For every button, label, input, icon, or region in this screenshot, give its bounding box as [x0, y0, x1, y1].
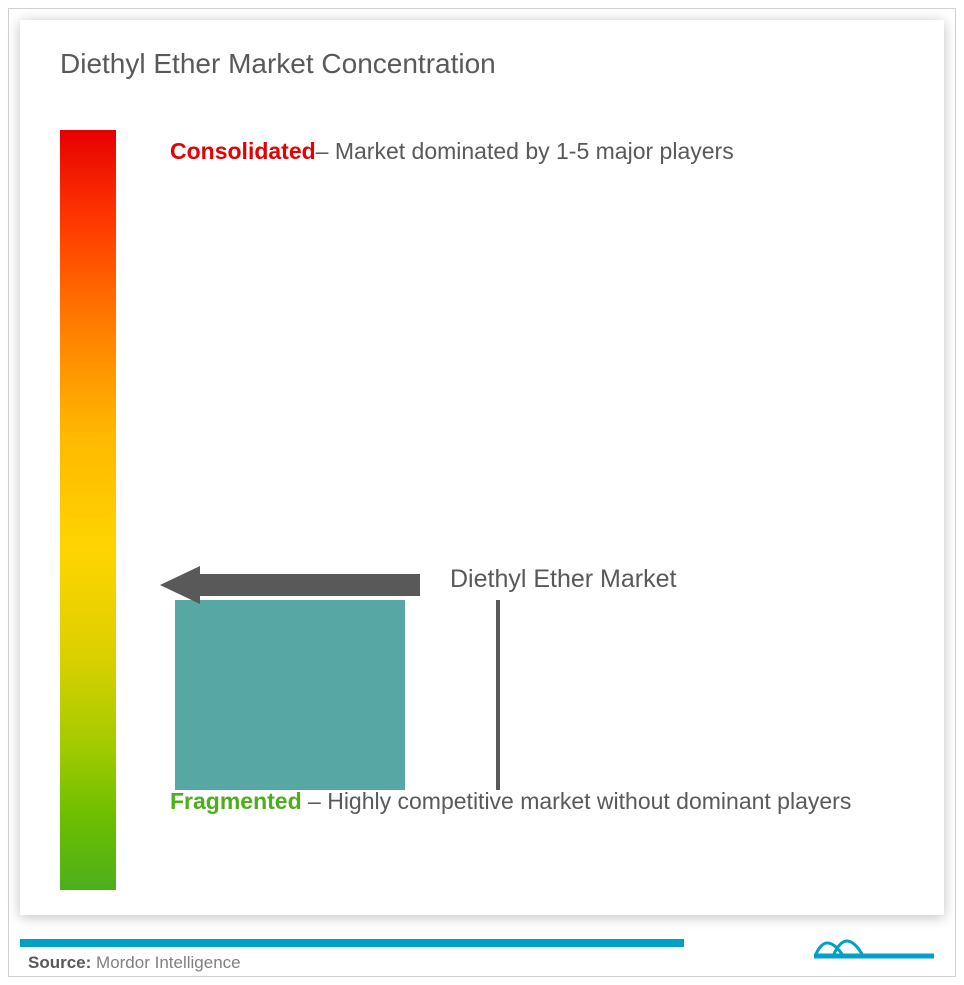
fragmented-desc: – Highly competitive market without domi…	[302, 788, 852, 814]
source-value: Mordor Intelligence	[96, 953, 241, 972]
marker-connector-line	[496, 600, 500, 790]
footer-accent-bar	[20, 939, 944, 947]
chart-panel: Diethyl Ether Market Concentration Co	[20, 20, 944, 915]
source-attribution: Source: Mordor Intelligence	[28, 953, 241, 973]
fragmented-label-row: Fragmented – Highly competitive market w…	[170, 780, 914, 824]
mordor-logo	[814, 924, 934, 967]
source-label: Source:	[28, 953, 91, 972]
market-marker-label: Diethyl Ether Market	[450, 565, 676, 594]
fragmented-word: Fragmented	[170, 788, 302, 814]
